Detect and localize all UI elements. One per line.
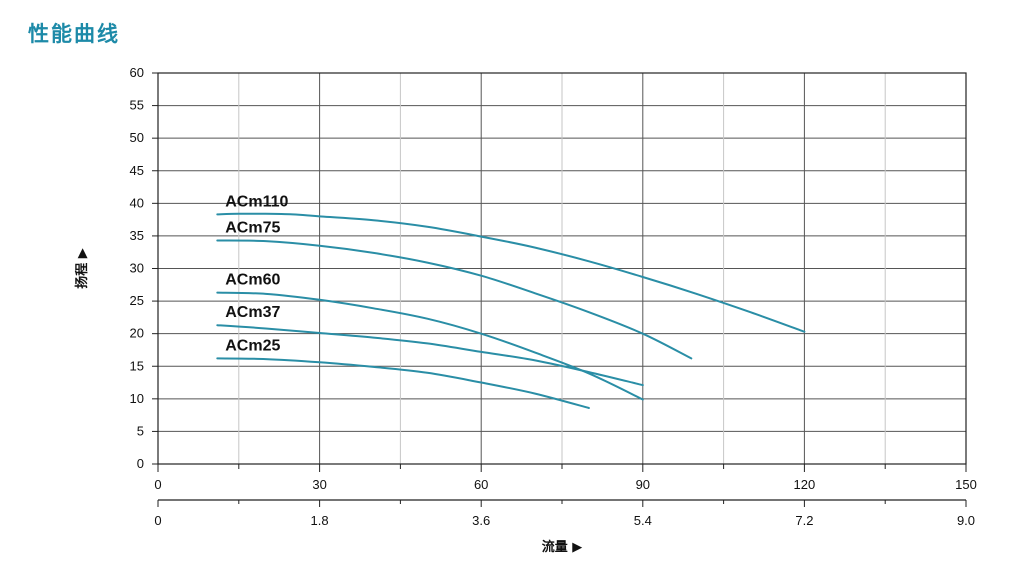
series-line-acm60 <box>216 291 644 401</box>
y-tick-label: 15 <box>130 358 144 373</box>
x2-tick-label: 7.2 <box>795 513 813 528</box>
y-tick-label: 40 <box>130 195 144 210</box>
x2-tick-label: 3.6 <box>472 513 490 528</box>
series-line-acm110 <box>216 212 806 333</box>
y-tick-label: 45 <box>130 163 144 178</box>
x2-tick-label: 1.8 <box>311 513 329 528</box>
x-axis-title: 流量 ▶ <box>542 539 583 555</box>
x-tick-label: 150 <box>955 477 977 492</box>
y-tick-label: 50 <box>130 130 144 145</box>
y-tick-label: 0 <box>137 456 144 471</box>
y-tick-label: 30 <box>130 261 144 276</box>
y-tick-label: 5 <box>137 423 144 438</box>
series-label-acm25: ACm25 <box>225 337 280 354</box>
page-title: 性能曲线 <box>28 22 120 46</box>
x-tick-label: 30 <box>312 477 326 492</box>
y-tick-label: 55 <box>130 98 144 113</box>
y-axis-title: 扬程 ▶ <box>74 248 90 289</box>
series-line-acm25 <box>216 357 590 409</box>
series-label-acm37: ACm37 <box>225 304 280 321</box>
series-line-acm75 <box>216 239 693 360</box>
x-tick-label: 120 <box>794 477 816 492</box>
y-tick-label: 35 <box>130 228 144 243</box>
x-tick-label: 90 <box>636 477 650 492</box>
y-tick-label: 60 <box>130 65 144 80</box>
series-label-acm60: ACm60 <box>225 272 280 289</box>
x2-tick-label: 9.0 <box>957 513 975 528</box>
y-tick-label: 20 <box>130 326 144 341</box>
y-tick-label: 25 <box>130 293 144 308</box>
y-tick-label: 10 <box>130 391 144 406</box>
x-tick-label: 60 <box>474 477 488 492</box>
series-label-acm75: ACm75 <box>225 219 280 236</box>
series-line-acm37 <box>216 324 644 387</box>
x2-tick-label: 0 <box>154 513 161 528</box>
series-label-acm110: ACm110 <box>225 193 288 210</box>
x2-tick-label: 5.4 <box>634 513 652 528</box>
x-tick-label: 0 <box>154 477 161 492</box>
